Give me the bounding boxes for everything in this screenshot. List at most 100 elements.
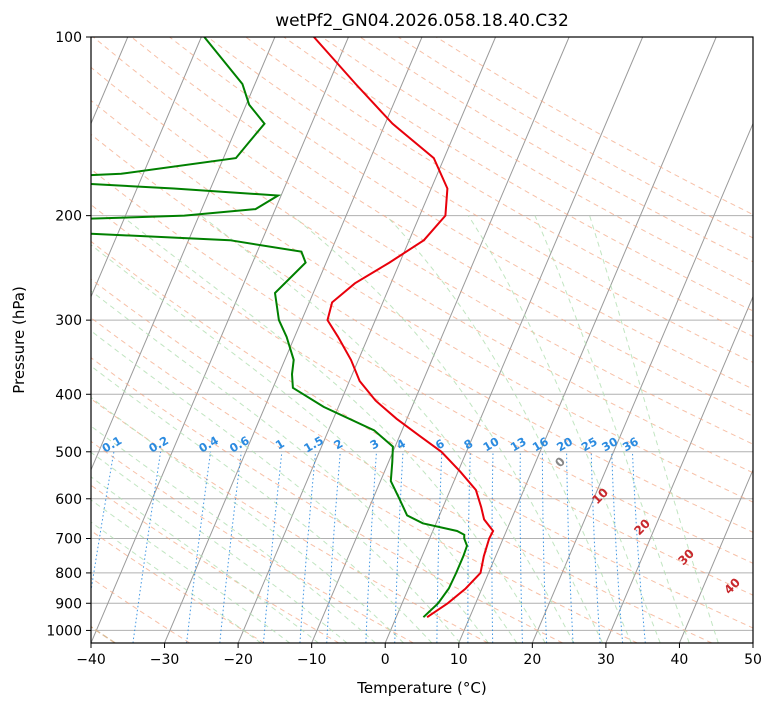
y-tick-label: 500: [55, 445, 82, 461]
x-tick-label: −10: [297, 652, 327, 668]
x-tick-label: −20: [223, 652, 253, 668]
dry-adiabat-line: [91, 240, 753, 629]
moist-adiabat-line: [91, 365, 433, 643]
mixing-ratio-line: [91, 451, 115, 594]
mixing-ratio-label: 3: [367, 436, 381, 452]
moist-adiabat-line: [91, 244, 518, 643]
isotherm-line: [752, 641, 753, 643]
moist-adiabat-line: [292, 215, 603, 643]
dry-adiabat-line: [91, 278, 713, 643]
x-tick-label: 10: [450, 652, 468, 668]
mixing-ratio-line: [394, 451, 404, 643]
moist-adiabat-label: 40: [721, 575, 743, 597]
y-tick-label: 600: [55, 492, 82, 508]
x-tick-label: −40: [76, 652, 106, 668]
moist-adiabat-line: [91, 499, 291, 643]
dry-adiabat-line: [91, 484, 340, 643]
x-tick-label: 50: [744, 652, 762, 668]
plot-frame: [90, 36, 754, 644]
dry-adiabat-line: [91, 440, 414, 643]
x-axis-label: Temperature (°C): [356, 679, 486, 697]
moist-adiabat-line: [91, 396, 404, 643]
isotherm-line: [384, 37, 644, 643]
mixing-ratio-label: 30: [599, 434, 620, 454]
mixing-ratio-line: [326, 451, 341, 643]
mixing-ratio-label: 4: [394, 436, 408, 452]
mixing-ratio-line: [219, 451, 242, 643]
mixing-ratio-label: 25: [579, 434, 600, 454]
isotherm-line: [237, 37, 497, 643]
dry-adiabat-line: [91, 398, 489, 643]
mixing-ratio-label: 20: [554, 434, 575, 454]
dry-adiabat-line: [91, 204, 753, 596]
dry-adiabat-line: [91, 317, 638, 643]
dry-adiabat-line: [131, 37, 753, 417]
mixing-ratio-line: [436, 451, 443, 643]
mixing-ratio-line: [263, 451, 283, 643]
moist-adiabat-label: 20: [631, 516, 653, 538]
mixing-ratio-line: [631, 451, 646, 643]
y-tick-label: 200: [55, 209, 82, 225]
mixing-ratio-line: [611, 451, 624, 643]
moist-adiabat-line: [385, 215, 632, 643]
moist-adiabat-line: [200, 215, 575, 643]
mixing-ratio-line: [566, 451, 574, 643]
chart-title: wetPf2_GN04.2026.058.18.40.C32: [275, 11, 569, 31]
mixing-ratio-line: [491, 451, 494, 643]
temperature-profile-line: [313, 37, 495, 619]
moist-adiabat-line: [91, 425, 376, 643]
moist-adiabat-line: [91, 451, 348, 643]
mixing-ratio-label: 16: [530, 434, 551, 454]
mixing-ratio-line: [590, 451, 601, 643]
isotherm-line: [91, 37, 349, 643]
dry-adiabat-line: [91, 133, 753, 533]
moist-adiabat-label: 0: [552, 454, 568, 470]
y-tick-label: 1000: [46, 623, 82, 639]
y-tick-label: 100: [55, 30, 82, 46]
dry-adiabat-line: [91, 66, 753, 474]
moist-adiabat-label: 10: [589, 485, 611, 507]
isotherm-line: [605, 295, 753, 643]
moist-adiabat-line: [91, 330, 461, 643]
x-tick-label: 40: [671, 652, 689, 668]
moist-adiabat-line: [589, 215, 719, 643]
x-tick-label: 30: [597, 652, 615, 668]
x-tick-label: 20: [523, 652, 541, 668]
moist-adiabat-line: [121, 215, 546, 643]
mixing-ratio-line: [299, 451, 317, 643]
isotherm-line: [458, 37, 717, 643]
mixing-ratio-label: 36: [620, 434, 641, 454]
moist-adiabat-line: [91, 521, 262, 643]
moist-adiabat-line: [91, 290, 489, 643]
mixing-ratio-label: 10: [481, 434, 502, 454]
dry-adiabat-line: [91, 577, 190, 643]
isotherm-line: [164, 37, 423, 643]
y-tick-label: 800: [55, 566, 82, 582]
dry-adiabat-line: [245, 37, 753, 337]
y-tick-label: 700: [55, 532, 82, 548]
dry-adiabat-line: [283, 37, 753, 312]
moist-adiabat-line: [467, 215, 661, 643]
y-tick-label: 900: [55, 596, 82, 612]
y-tick-label: 400: [55, 387, 82, 403]
isotherm-line: [678, 468, 753, 643]
mixing-ratio-label: 1: [273, 436, 287, 452]
dry-adiabat-line: [359, 37, 753, 263]
y-axis-label: Pressure (hPa): [10, 286, 28, 394]
isotherm-line: [91, 37, 276, 472]
dry-adiabat-line: [91, 357, 563, 643]
plot-area: 0.10.20.40.611.52346810131620253036-100-…: [91, 37, 753, 643]
mixing-ratio-line: [132, 451, 162, 643]
y-tick-label: 300: [55, 313, 82, 329]
x-tick-label: −30: [150, 652, 180, 668]
moist-adiabat-line: [91, 476, 319, 643]
dry-adiabat-line: [92, 37, 753, 445]
mixing-ratio-label: 13: [508, 434, 529, 454]
axes: −40 −30 −20 −10 0 10 20 30 40 5010020030040050060…: [46, 30, 762, 668]
x-tick-label: 0: [381, 652, 390, 668]
dry-adiabat-line: [207, 37, 753, 363]
isotherm-line: [91, 37, 202, 298]
moist-adiabat-line: [534, 215, 690, 643]
dry-adiabat-line: [91, 168, 753, 564]
